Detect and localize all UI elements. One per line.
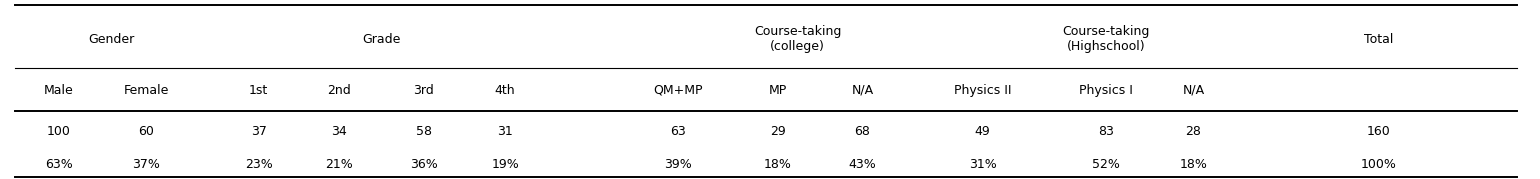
Text: 83: 83 [1098,125,1113,138]
Text: MP: MP [768,84,787,97]
Text: 3rd: 3rd [413,84,434,97]
Text: 68: 68 [855,125,870,138]
Text: 18%: 18% [764,158,792,171]
Text: 49: 49 [975,125,990,138]
Text: 43%: 43% [849,158,876,171]
Text: 39%: 39% [664,158,691,171]
Text: 58: 58 [416,125,431,138]
Text: QM+MP: QM+MP [653,84,702,97]
Text: 31: 31 [497,125,513,138]
Text: N/A: N/A [1183,84,1204,97]
Text: N/A: N/A [852,84,873,97]
Text: 52%: 52% [1092,158,1120,171]
Text: 100%: 100% [1360,158,1397,171]
Text: Male: Male [43,84,74,97]
Text: Course-taking
(college): Course-taking (college) [755,25,841,53]
Text: 100: 100 [46,125,71,138]
Text: 2nd: 2nd [326,84,351,97]
Text: Total: Total [1363,33,1394,46]
Text: 18%: 18% [1180,158,1207,171]
Text: 34: 34 [331,125,347,138]
Text: 60: 60 [139,125,154,138]
Text: 29: 29 [770,125,785,138]
Text: 19%: 19% [491,158,519,171]
Text: 23%: 23% [245,158,273,171]
Text: 28: 28 [1186,125,1201,138]
Text: 31%: 31% [969,158,996,171]
Text: Gender: Gender [88,33,134,46]
Text: Physics II: Physics II [953,84,1012,97]
Text: 4th: 4th [494,84,516,97]
Text: 1st: 1st [249,84,268,97]
Text: 160: 160 [1366,125,1391,138]
Text: 37: 37 [251,125,266,138]
Text: 36%: 36% [410,158,437,171]
Text: 63%: 63% [45,158,72,171]
Text: Physics I: Physics I [1080,84,1132,97]
Text: Female: Female [123,84,169,97]
Text: Grade: Grade [363,33,400,46]
Text: 63: 63 [670,125,685,138]
Text: 37%: 37% [132,158,160,171]
Text: 21%: 21% [325,158,353,171]
Text: Course-taking
(Highschool): Course-taking (Highschool) [1063,25,1149,53]
